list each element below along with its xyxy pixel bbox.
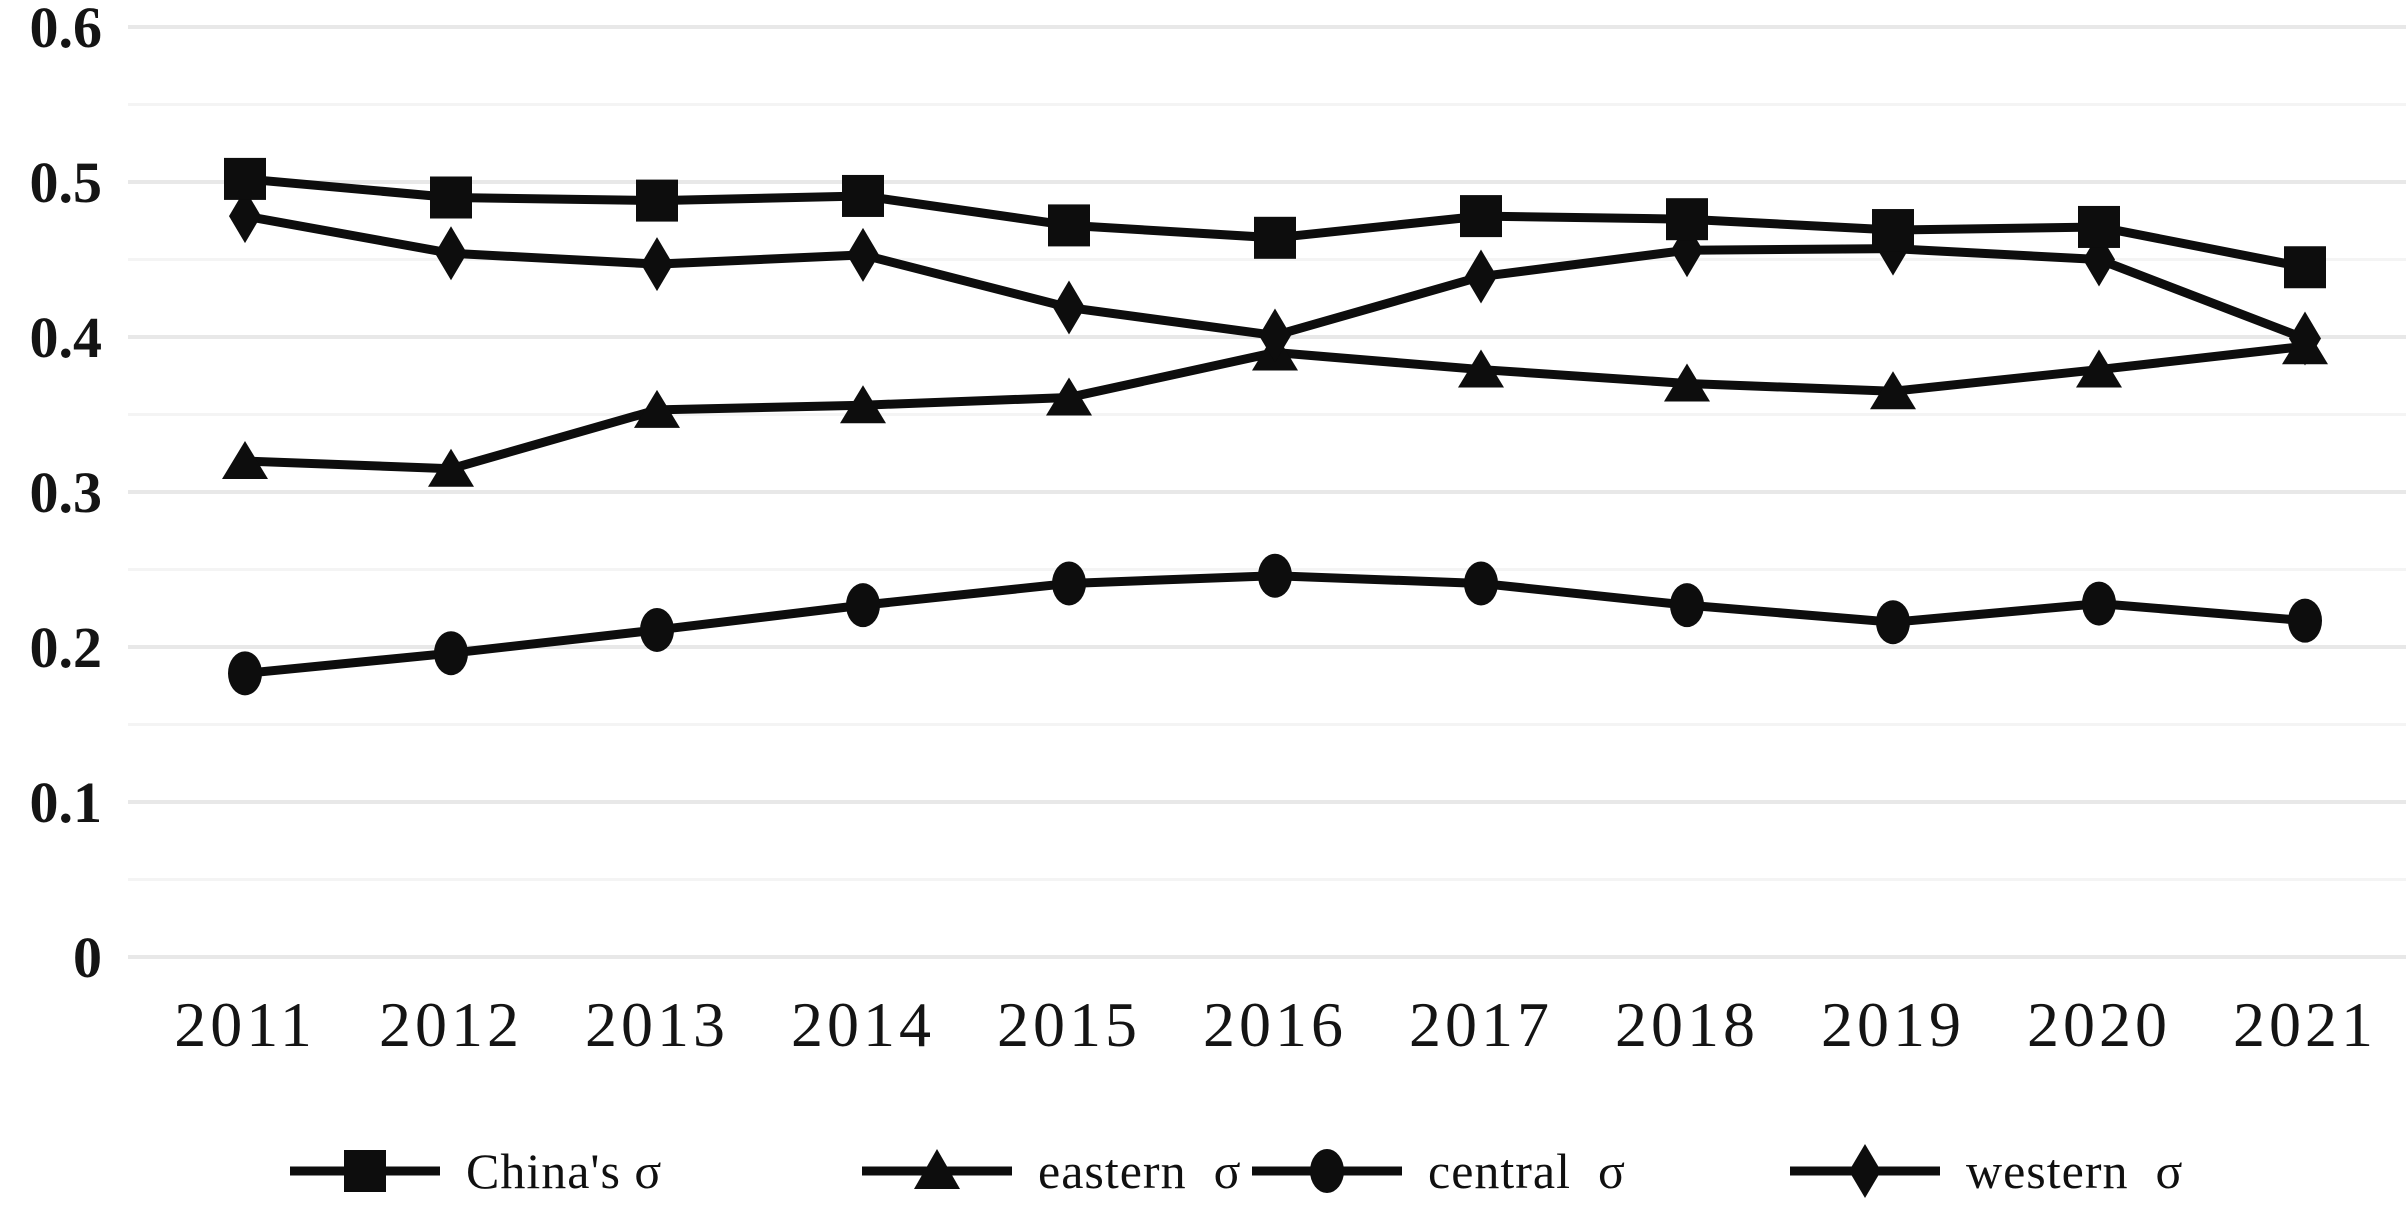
x-tick-label: 2016 bbox=[1203, 989, 1347, 1060]
triangle-marker-icon bbox=[862, 1148, 1012, 1189]
y-tick-label: 0.5 bbox=[30, 150, 103, 215]
diamond-marker-icon bbox=[1790, 1143, 1940, 1198]
marker-square bbox=[1460, 195, 1502, 238]
marker-circle bbox=[1464, 561, 1498, 606]
marker-triangle bbox=[1458, 349, 1504, 388]
marker-square bbox=[1254, 216, 1296, 259]
x-tick-label: 2014 bbox=[791, 989, 935, 1060]
marker-circle bbox=[640, 607, 674, 652]
legend-label-eastern-sigma: eastern σ bbox=[1038, 1142, 1242, 1199]
legend-label-chinas-sigma: China's σ bbox=[466, 1142, 663, 1199]
marker-square bbox=[1666, 198, 1708, 241]
marker-circle bbox=[1258, 553, 1292, 598]
marker-circle bbox=[1052, 561, 1086, 606]
x-tick-label: 2012 bbox=[379, 989, 523, 1060]
x-tick-label: 2011 bbox=[174, 989, 316, 1060]
marker-triangle bbox=[2076, 349, 2122, 388]
y-tick-label: 0.4 bbox=[30, 305, 103, 370]
marker-square bbox=[2284, 246, 2326, 289]
marker-square bbox=[842, 174, 884, 217]
marker-triangle bbox=[634, 389, 680, 428]
legend-item-central-sigma: central σ bbox=[1252, 1124, 1626, 1217]
x-tick-label: 2015 bbox=[997, 989, 1141, 1060]
x-tick-label: 2018 bbox=[1615, 989, 1759, 1060]
marker-square bbox=[636, 179, 678, 222]
circle-marker-icon bbox=[1252, 1148, 1402, 1193]
marker-triangle bbox=[222, 441, 268, 479]
marker-diamond bbox=[641, 237, 673, 292]
marker-square bbox=[1872, 209, 1914, 252]
marker-diamond bbox=[1465, 249, 1497, 304]
legend-item-chinas-sigma: China's σ bbox=[290, 1124, 662, 1217]
marker-square bbox=[224, 157, 266, 200]
marker-square bbox=[1048, 204, 1090, 247]
x-tick-label: 2013 bbox=[585, 989, 729, 1060]
legend-item-eastern-sigma: eastern σ bbox=[862, 1124, 1242, 1217]
x-tick-label: 2019 bbox=[1821, 989, 1965, 1060]
y-tick-label: 0 bbox=[73, 925, 102, 990]
marker-diamond bbox=[435, 226, 467, 281]
marker-diamond bbox=[2289, 311, 2321, 366]
legend-item-western-sigma: western σ bbox=[1790, 1124, 2183, 1217]
marker-diamond bbox=[229, 189, 261, 244]
marker-square bbox=[2078, 205, 2120, 248]
y-tick-label: 0.2 bbox=[30, 615, 103, 680]
square-marker-icon bbox=[290, 1149, 440, 1192]
marker-triangle bbox=[1664, 363, 1710, 402]
marker-circle bbox=[2288, 598, 2322, 643]
legend-label-western-sigma: western σ bbox=[1966, 1142, 2184, 1199]
marker-circle bbox=[1876, 600, 1910, 645]
marker-diamond bbox=[847, 227, 879, 282]
marker-diamond bbox=[1053, 280, 1085, 335]
x-tick-label: 2020 bbox=[2027, 989, 2171, 1060]
legend: China's σ eastern σ central σ western σ bbox=[0, 1124, 2406, 1217]
marker-triangle bbox=[428, 448, 474, 487]
marker-circle bbox=[2082, 581, 2116, 626]
marker-triangle bbox=[1870, 371, 1916, 410]
marker-circle bbox=[846, 583, 880, 628]
marker-square bbox=[430, 176, 472, 219]
marker-triangle bbox=[840, 385, 886, 424]
marker-circle bbox=[228, 651, 262, 696]
x-tick-label: 2021 bbox=[2233, 989, 2377, 1060]
marker-diamond bbox=[1259, 308, 1291, 363]
y-tick-label: 0.1 bbox=[30, 770, 103, 835]
marker-circle bbox=[1670, 583, 1704, 628]
y-tick-label: 0.3 bbox=[30, 460, 103, 525]
marker-circle bbox=[434, 631, 468, 676]
legend-label-central-sigma: central σ bbox=[1428, 1142, 1626, 1199]
x-tick-label: 2017 bbox=[1409, 989, 1553, 1060]
marker-triangle bbox=[1046, 377, 1092, 416]
y-tick-label: 0.6 bbox=[30, 0, 103, 60]
